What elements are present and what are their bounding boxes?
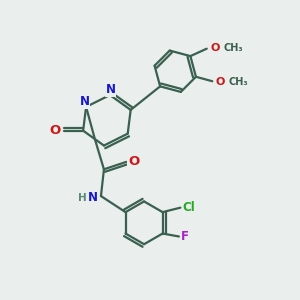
Text: O: O xyxy=(210,43,220,53)
Text: O: O xyxy=(50,124,61,137)
Text: CH₃: CH₃ xyxy=(223,43,243,53)
Text: O: O xyxy=(128,155,139,168)
Text: F: F xyxy=(181,230,189,243)
Text: N: N xyxy=(106,83,116,97)
Text: Cl: Cl xyxy=(182,201,195,214)
Text: O: O xyxy=(216,77,225,87)
Text: N: N xyxy=(80,95,90,108)
Text: N: N xyxy=(88,191,98,204)
Text: H: H xyxy=(78,193,87,202)
Text: CH₃: CH₃ xyxy=(229,77,248,87)
